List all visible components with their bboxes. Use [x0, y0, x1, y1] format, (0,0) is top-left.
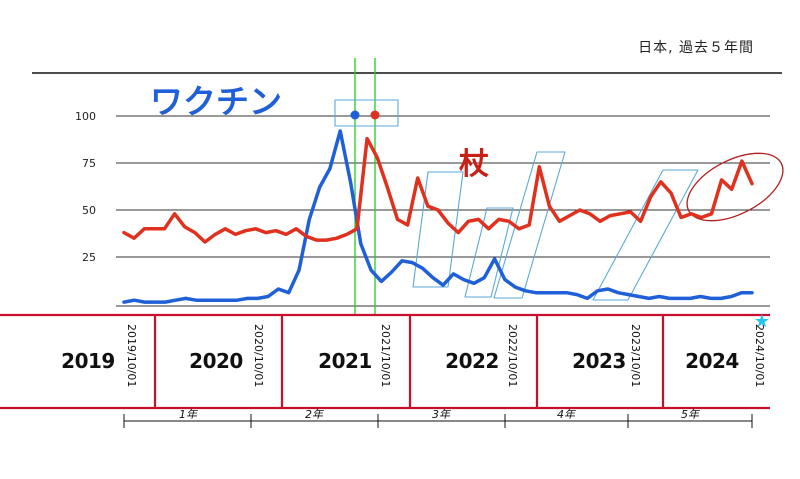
year-label: 2023 [572, 349, 626, 373]
span-label: 1年 [179, 408, 198, 421]
span-label: 4年 [557, 408, 576, 421]
year-label: 2021 [318, 349, 372, 373]
year-label: 2020 [189, 349, 243, 373]
series-line-vaccine [122, 129, 754, 304]
grid-layer: 100 75 50 25 [32, 72, 782, 307]
peak-pin [370, 110, 380, 120]
date-label: 2019/10/01 [125, 324, 138, 387]
highlight-box [592, 169, 699, 301]
chart-subtitle: 日本, 過去５年間 [638, 40, 754, 56]
highlight-ellipse [686, 152, 784, 222]
annotation-layer [334, 58, 784, 316]
peak-pin [350, 110, 360, 120]
span-label: 3年 [432, 408, 451, 421]
date-label: 2023/10/01 [629, 324, 642, 387]
highlight-box [412, 171, 464, 288]
year-label: 2024 [685, 349, 739, 373]
date-label: 2020/10/01 [252, 324, 265, 387]
date-label: 2022/10/01 [506, 324, 519, 387]
highlight-box [464, 207, 514, 298]
highlight-box [493, 151, 566, 299]
series-label-vaccine: ワクチン [150, 82, 282, 121]
span-label: 5年 [681, 408, 700, 421]
span-label: 2年 [305, 408, 324, 421]
highlight-box [334, 99, 399, 127]
series-label-cane: 杖 [459, 147, 489, 182]
y-tick-label: 100 [75, 110, 96, 123]
series-layer [122, 110, 754, 304]
star-marker: ★ [754, 311, 770, 332]
timeline-band: ★ [0, 311, 770, 428]
year-label: 2022 [445, 349, 499, 373]
y-tick-label: 25 [82, 251, 96, 264]
y-tick-label: 75 [82, 157, 96, 170]
series-line-cane [122, 136, 754, 244]
date-label: 2021/10/01 [379, 324, 392, 387]
year-label: 2019 [61, 349, 115, 373]
y-tick-label: 50 [82, 204, 96, 217]
date-label: 2024/10/01 [753, 324, 766, 387]
